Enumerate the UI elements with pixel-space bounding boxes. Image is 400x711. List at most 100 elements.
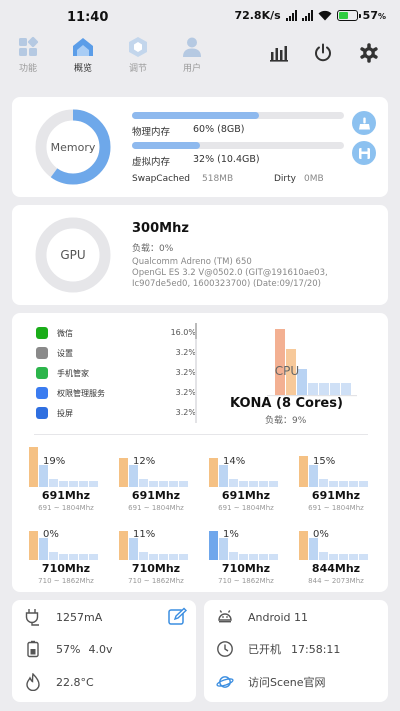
core-load-bars: 14% (209, 452, 283, 487)
battery-voltage: 4.0v (88, 642, 113, 656)
physical-memory-value: 60% (8GB) (193, 124, 245, 135)
app-icon (36, 387, 48, 399)
core-load-bars: 15% (299, 452, 373, 487)
core-range: 691 ~ 1804Mhz (218, 504, 274, 512)
android-version: Android 11 (248, 610, 309, 624)
core-frequency: 691Mhz (221, 489, 271, 502)
process-item[interactable]: 投屏 3.2% (36, 407, 196, 421)
app-icon (36, 367, 48, 379)
core-range: 844 ~ 2073Mhz (308, 577, 364, 585)
core-load: 0% (313, 529, 329, 540)
core-load-bar (309, 538, 318, 560)
core-load-bar (39, 538, 48, 560)
core-load-bar (149, 481, 158, 487)
gpu-load: 负载：0% (132, 244, 174, 254)
battery-card: 1257mA 57% 4.0v 22.8°C (12, 600, 196, 702)
core-load-bar (39, 465, 48, 487)
cpu-name: KONA (8 Cores) (230, 396, 343, 411)
dirty-value: 0MB (304, 174, 324, 184)
core-load-bar (159, 554, 168, 560)
core-load-bar (359, 481, 368, 487)
gear-icon[interactable] (358, 42, 380, 64)
tab-functions[interactable]: 功能 (8, 36, 48, 74)
battery-temperature: 22.8°C (56, 675, 94, 689)
cpu-core: 0% 710Mhz 710 ~ 1862Mhz (24, 525, 108, 589)
core-load-bar (299, 531, 308, 560)
process-item[interactable]: 微信 16.0% (36, 327, 196, 341)
core-load-bar (319, 552, 328, 560)
core-load-bar (229, 479, 238, 487)
core-load-bar (119, 458, 128, 487)
system-card: Android 11 已开机 17:58:11 访问Scene官网 (204, 600, 388, 702)
gpu-card: GPU 300Mhz 负载：0% Qualcomm Adreno (TM) 65… (12, 205, 388, 305)
core-load-bar (69, 554, 78, 560)
process-list-scrollbar[interactable] (195, 323, 197, 423)
tab-tune[interactable]: 调节 (118, 36, 158, 74)
website-link[interactable]: 访问Scene官网 (248, 676, 326, 689)
core-load-bar (29, 447, 38, 487)
core-load-bar (89, 554, 98, 560)
charge-current: 1257mA (56, 610, 103, 624)
cpu-history-chart: CPU (267, 329, 357, 397)
battery-level-row: 57% 4.0v (24, 639, 112, 659)
power-icon[interactable] (312, 42, 334, 64)
app-icon (36, 347, 48, 359)
save-memory-button[interactable] (352, 141, 376, 165)
tab-label: 调节 (128, 64, 147, 74)
wifi-icon (318, 10, 332, 21)
top-nav: 功能 概览 调节 用户 (0, 34, 400, 78)
grid-icon (19, 36, 39, 56)
tab-user[interactable]: 用户 (172, 36, 212, 74)
status-time: 11:40 (67, 10, 109, 25)
core-load: 19% (43, 456, 66, 467)
core-load-bar (59, 554, 68, 560)
process-item[interactable]: 设置 3.2% (36, 347, 196, 361)
core-range: 691 ~ 1804Mhz (308, 504, 364, 512)
signal-2-icon (301, 10, 313, 21)
core-load-bar (249, 481, 258, 487)
android-icon (218, 610, 232, 623)
core-load-bar (119, 531, 128, 560)
core-load-bar (209, 458, 218, 487)
core-range: 710 ~ 1862Mhz (38, 577, 94, 585)
memory-card: Memory 物理内存 60% (8GB) 虚拟内存 32% (10.4GB) … (12, 97, 388, 197)
plug-icon (25, 609, 39, 626)
tab-label: 用户 (182, 64, 201, 74)
clean-memory-button[interactable] (352, 111, 376, 135)
planet-icon (216, 676, 234, 688)
cpu-core: 14% 691Mhz 691 ~ 1804Mhz (204, 452, 288, 516)
website-row[interactable]: 访问Scene官网 (216, 672, 326, 692)
uptime-value: 17:58:11 (291, 642, 341, 656)
process-item[interactable]: 手机管家 3.2% (36, 367, 196, 381)
cpu-core: 12% 691Mhz 691 ~ 1804Mhz (114, 452, 198, 516)
core-load-bar (269, 481, 278, 487)
home-icon (73, 38, 93, 56)
core-range: 710 ~ 1862Mhz (218, 577, 274, 585)
process-percent: 3.2% (175, 348, 196, 357)
gpu-frequency: 300Mhz (132, 221, 189, 236)
battery-level-icon (27, 640, 39, 658)
process-name: 权限管理服务 (57, 389, 105, 398)
core-frequency: 691Mhz (311, 489, 361, 502)
core-load-bar (179, 554, 188, 560)
clock-icon (217, 641, 233, 657)
gpu-driver-line1: OpenGL ES 3.2 V@0502.0 (GIT@191610ae03, (132, 268, 328, 278)
tab-label: 概览 (73, 64, 92, 74)
tab-overview[interactable]: 概览 (63, 36, 103, 74)
core-frequency: 710Mhz (41, 562, 91, 575)
uptime-row: 已开机 17:58:11 (216, 639, 340, 659)
core-load-bars: 12% (119, 452, 193, 487)
process-percent: 3.2% (175, 408, 196, 417)
core-frequency: 691Mhz (41, 489, 91, 502)
cpu-core: 15% 691Mhz 691 ~ 1804Mhz (294, 452, 378, 516)
cpu-load: 负载：9% (265, 416, 307, 426)
edit-icon[interactable] (167, 607, 187, 627)
process-item[interactable]: 权限管理服务 3.2% (36, 387, 196, 401)
core-load-bar (259, 554, 268, 560)
core-load-bar (339, 554, 348, 560)
core-load-bar (139, 552, 148, 560)
memory-ring-label: Memory (51, 141, 96, 154)
chart-icon[interactable] (268, 42, 290, 64)
swapcached-label: SwapCached (132, 174, 191, 184)
core-load-bar (309, 465, 318, 487)
